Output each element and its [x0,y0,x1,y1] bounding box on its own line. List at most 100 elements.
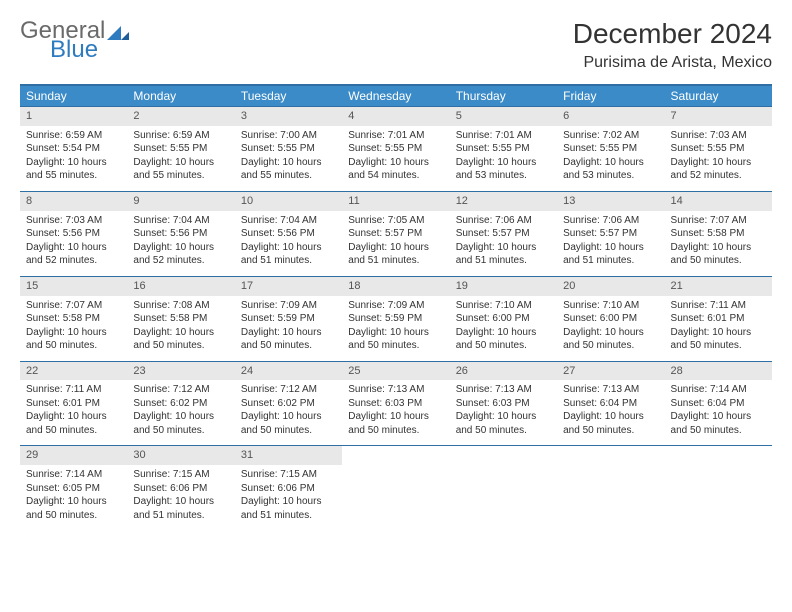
calendar-cell: 29Sunrise: 7:14 AMSunset: 6:05 PMDayligh… [20,445,127,530]
sunset-line: Sunset: 6:01 PM [671,312,766,326]
calendar-cell: 30Sunrise: 7:15 AMSunset: 6:06 PMDayligh… [127,445,234,530]
day-number: 23 [127,361,234,381]
sunset-line: Sunset: 6:03 PM [348,397,443,411]
day-number: 12 [450,191,557,211]
day-number: 17 [235,276,342,296]
sunrise-line: Sunrise: 7:12 AM [241,383,336,397]
day-body [557,463,664,521]
sunset-line: Sunset: 5:55 PM [671,142,766,156]
day-number: 10 [235,191,342,211]
calendar-cell: 4Sunrise: 7:01 AMSunset: 5:55 PMDaylight… [342,106,449,191]
calendar-cell: 5 Sunrise: 7:01 AMSunset: 5:55 PMDaylight… [450,106,557,191]
daylight-line: Daylight: 10 hours and 50 minutes. [26,326,121,353]
daylight-line: Daylight: 10 hours and 51 minutes. [133,495,228,522]
sunrise-line: Sunrise: 7:13 AM [563,383,658,397]
sunrise-line: Sunrise: 7:00 AM [241,129,336,143]
brand-logo: General Blue [20,18,129,62]
day-body: Sunrise: 7:07 AMSunset: 5:58 PMDaylight:… [20,296,127,361]
sunset-line: Sunset: 5:55 PM [348,142,443,156]
sunset-line: Sunset: 5:56 PM [26,227,121,241]
daylight-line: Daylight: 10 hours and 55 minutes. [133,156,228,183]
day-body: Sunrise: 7:01 AMSunset: 5:55 PMDaylight:… [342,126,449,191]
sunrise-line: Sunrise: 7:08 AM [133,299,228,313]
weekday-sunday: Sunday [20,85,127,106]
sunrise-line: Sunrise: 7:01 AM [348,129,443,143]
calendar-cell: 9Sunrise: 7:04 AMSunset: 5:56 PMDaylight… [127,191,234,276]
day-number: 14 [665,191,772,211]
sunrise-line: Sunrise: 7:14 AM [671,383,766,397]
calendar-row: 22Sunrise: 7:11 AMSunset: 6:01 PMDayligh… [20,361,772,446]
day-number: 5 [450,106,557,126]
sunset-line: Sunset: 5:57 PM [456,227,551,241]
sunset-line: Sunset: 6:03 PM [456,397,551,411]
daylight-line: Daylight: 10 hours and 55 minutes. [241,156,336,183]
calendar-cell: 1Sunrise: 6:59 AMSunset: 5:54 PMDaylight… [20,106,127,191]
sunrise-line: Sunrise: 7:10 AM [563,299,658,313]
day-body [450,463,557,521]
calendar-cell: 23Sunrise: 7:12 AMSunset: 6:02 PMDayligh… [127,361,234,446]
calendar-row: 1Sunrise: 6:59 AMSunset: 5:54 PMDaylight… [20,106,772,191]
day-number: 16 [127,276,234,296]
sunrise-line: Sunrise: 7:03 AM [26,214,121,228]
day-body: Sunrise: 7:13 AMSunset: 6:03 PMDaylight:… [342,380,449,445]
day-number: 28 [665,361,772,381]
sunset-line: Sunset: 5:55 PM [456,142,551,156]
calendar-cell [557,445,664,530]
calendar-cell: 19Sunrise: 7:10 AMSunset: 6:00 PMDayligh… [450,276,557,361]
daylight-line: Daylight: 10 hours and 50 minutes. [26,495,121,522]
day-number [342,445,449,463]
day-number: 24 [235,361,342,381]
sunrise-line: Sunrise: 7:13 AM [456,383,551,397]
day-body: Sunrise: 7:14 AMSunset: 6:05 PMDaylight:… [20,465,127,530]
daylight-line: Daylight: 10 hours and 53 minutes. [456,156,551,183]
day-body: Sunrise: 7:12 AMSunset: 6:02 PMDaylight:… [235,380,342,445]
calendar-cell: 10Sunrise: 7:04 AMSunset: 5:56 PMDayligh… [235,191,342,276]
daylight-line: Daylight: 10 hours and 50 minutes. [563,326,658,353]
daylight-line: Daylight: 10 hours and 51 minutes. [563,241,658,268]
day-body: Sunrise: 7:04 AMSunset: 5:56 PMDaylight:… [127,211,234,276]
sunrise-line: Sunrise: 7:03 AM [671,129,766,143]
sunset-line: Sunset: 6:05 PM [26,482,121,496]
daylight-line: Daylight: 10 hours and 51 minutes. [241,241,336,268]
sunset-line: Sunset: 5:54 PM [26,142,121,156]
sunset-line: Sunset: 6:06 PM [241,482,336,496]
location-text: Purisima de Arista, Mexico [573,54,772,72]
sunset-line: Sunset: 6:02 PM [241,397,336,411]
day-body: Sunrise: 7:04 AMSunset: 5:56 PMDaylight:… [235,211,342,276]
sunrise-line: Sunrise: 7:01 AM [456,129,551,143]
sunset-line: Sunset: 6:02 PM [133,397,228,411]
sunset-line: Sunset: 5:59 PM [241,312,336,326]
sunset-line: Sunset: 5:56 PM [241,227,336,241]
day-number: 26 [450,361,557,381]
sunset-line: Sunset: 6:00 PM [563,312,658,326]
weekday-monday: Monday [127,85,234,106]
sunrise-line: Sunrise: 7:10 AM [456,299,551,313]
calendar-row: 15Sunrise: 7:07 AMSunset: 5:58 PMDayligh… [20,276,772,361]
sunrise-line: Sunrise: 7:02 AM [563,129,658,143]
title-block: December 2024 Purisima de Arista, Mexico [573,18,772,72]
calendar-row: 29Sunrise: 7:14 AMSunset: 6:05 PMDayligh… [20,445,772,530]
calendar-cell: 24Sunrise: 7:12 AMSunset: 6:02 PMDayligh… [235,361,342,446]
daylight-line: Daylight: 10 hours and 50 minutes. [133,410,228,437]
day-number [450,445,557,463]
day-number [557,445,664,463]
daylight-line: Daylight: 10 hours and 51 minutes. [241,495,336,522]
sunrise-line: Sunrise: 7:14 AM [26,468,121,482]
daylight-line: Daylight: 10 hours and 50 minutes. [241,410,336,437]
day-body: Sunrise: 7:09 AMSunset: 5:59 PMDaylight:… [342,296,449,361]
calendar-cell: 16Sunrise: 7:08 AMSunset: 5:58 PMDayligh… [127,276,234,361]
calendar-table: Sunday Monday Tuesday Wednesday Thursday… [20,84,772,530]
calendar-cell: 18Sunrise: 7:09 AMSunset: 5:59 PMDayligh… [342,276,449,361]
calendar-cell: 15Sunrise: 7:07 AMSunset: 5:58 PMDayligh… [20,276,127,361]
day-number: 8 [20,191,127,211]
day-number: 9 [127,191,234,211]
daylight-line: Daylight: 10 hours and 50 minutes. [671,326,766,353]
sunrise-line: Sunrise: 7:07 AM [26,299,121,313]
sunrise-line: Sunrise: 7:09 AM [348,299,443,313]
day-body: Sunrise: 7:00 AMSunset: 5:55 PMDaylight:… [235,126,342,191]
calendar-cell: 11Sunrise: 7:05 AMSunset: 5:57 PMDayligh… [342,191,449,276]
weekday-thursday: Thursday [450,85,557,106]
daylight-line: Daylight: 10 hours and 54 minutes. [348,156,443,183]
weekday-friday: Friday [557,85,664,106]
day-number: 7 [665,106,772,126]
